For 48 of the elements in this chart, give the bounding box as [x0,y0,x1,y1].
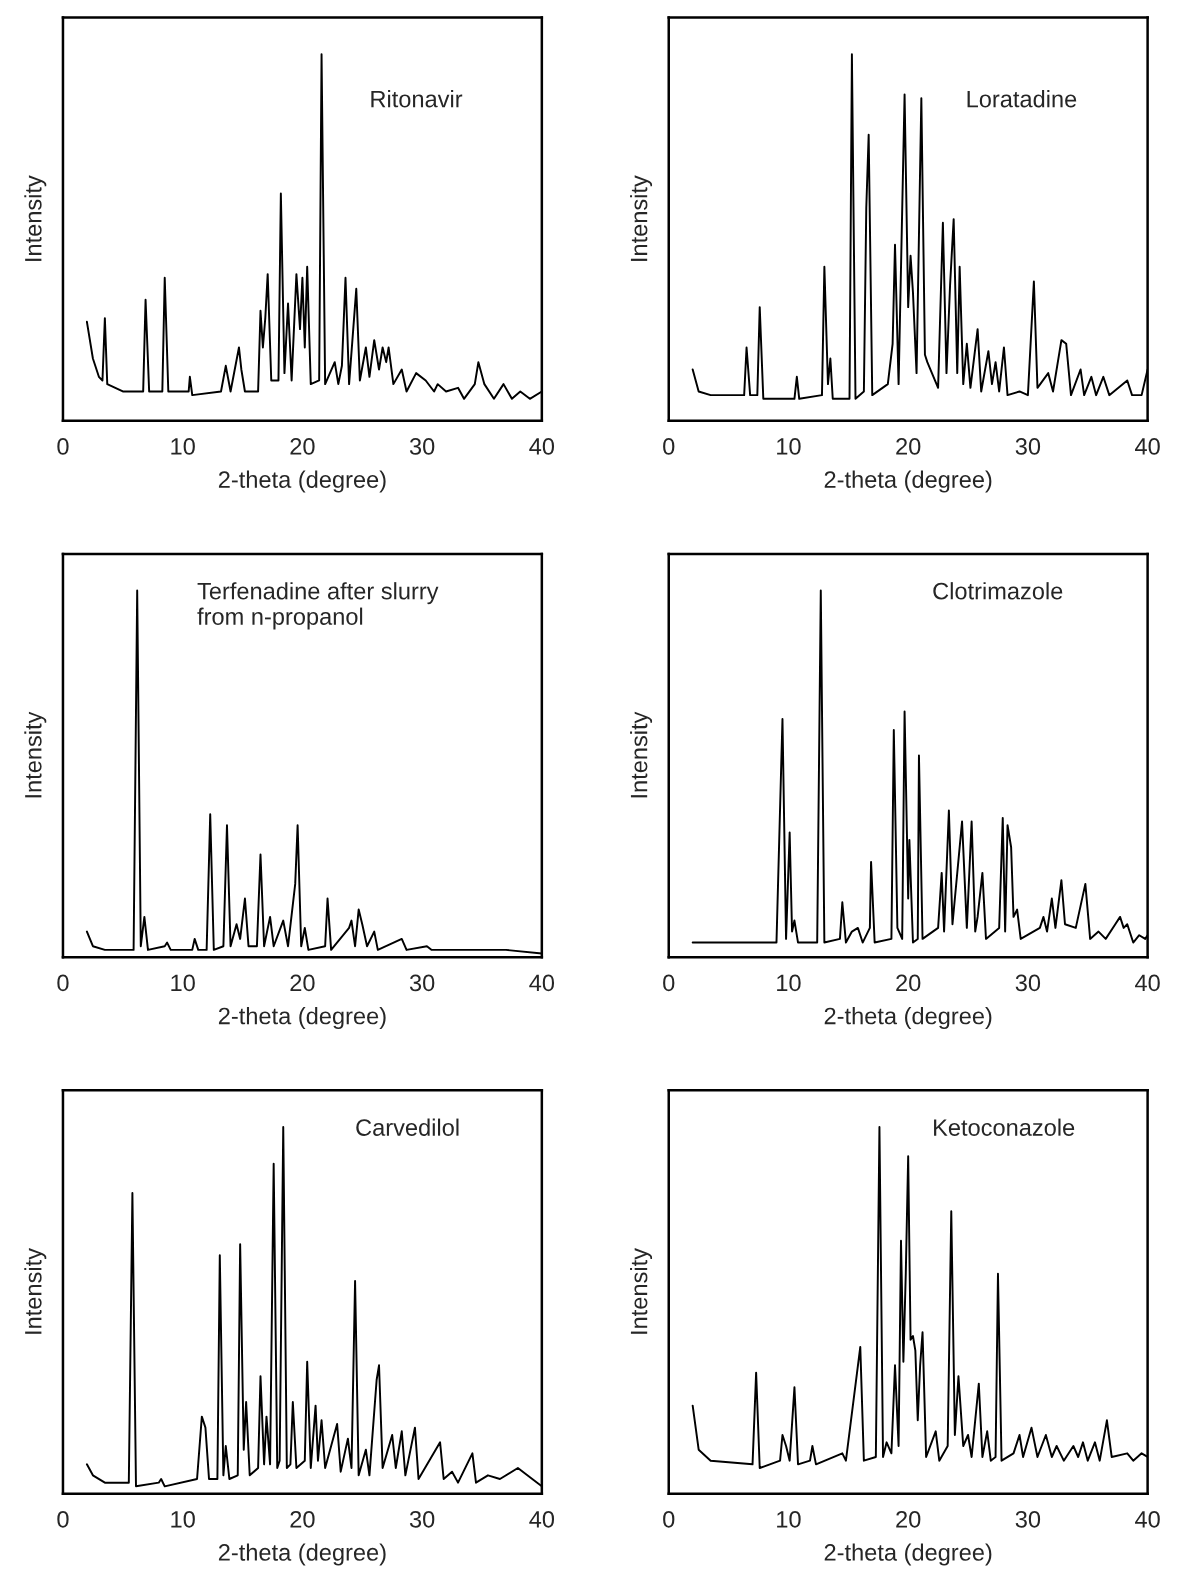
x-tick-label: 40 [529,1510,555,1528]
x-tick-label: 10 [777,1510,801,1528]
x-axis-title: 2-theta (degree) [218,1543,386,1566]
x-tick-label: 10 [171,974,195,992]
annotation: Loratadine [967,90,1077,108]
x-tick-label: 10 [171,1510,195,1528]
annotation: Ketoconazole [934,1118,1075,1136]
x-tick-label: 30 [409,438,435,455]
y-axis-title: Intensity [24,1248,47,1334]
x-tick-label: 10 [777,438,801,455]
x-tick-label: 10 [777,974,801,992]
x-tick-label: 20 [896,974,921,992]
x-tick-label: 0 [663,438,675,455]
x-tick-label: 20 [896,438,921,455]
annotation: Carvedilol [356,1118,459,1136]
annotation: Terfenadine after slurry from n-propanol [197,582,439,630]
x-tick-label: 30 [1015,974,1041,992]
x-tick-label: 0 [57,1510,69,1528]
x-tick-label: 0 [663,974,675,992]
y-axis-title: Intensity [630,1248,653,1334]
x-tick-label: 10 [171,438,195,455]
x-tick-label: 20 [896,1510,921,1528]
x-tick-label: 30 [409,974,435,992]
x-tick-label: 30 [1015,438,1041,455]
x-tick-label: 20 [290,438,315,455]
x-axis-title: 2-theta (degree) [824,470,992,493]
y-axis-title: Intensity [24,175,47,261]
y-axis-title: Intensity [630,711,653,798]
x-tick-label: 0 [57,974,69,992]
x-tick-label: 40 [1135,1510,1160,1528]
y-axis-title: Intensity [24,711,47,798]
x-tick-label: 20 [290,1510,315,1528]
x-tick-label: 0 [57,438,69,455]
x-axis-title: 2-theta (degree) [824,1007,992,1030]
x-tick-label: 40 [529,974,555,992]
x-tick-label: 20 [290,974,315,992]
x-axis-title: 2-theta (degree) [218,1007,386,1030]
x-tick-label: 0 [663,1510,675,1528]
annotation: Ritonavir [371,90,463,108]
x-axis-title: 2-theta (degree) [218,470,386,493]
x-tick-label: 40 [529,438,555,455]
x-tick-label: 40 [1135,974,1160,992]
x-tick-label: 30 [1015,1510,1041,1528]
x-axis-title: 2-theta (degree) [824,1543,992,1566]
annotation: Clotrimazole [933,582,1063,600]
y-axis-title: Intensity [630,175,653,261]
x-tick-label: 30 [409,1510,435,1528]
x-tick-label: 40 [1135,438,1160,455]
